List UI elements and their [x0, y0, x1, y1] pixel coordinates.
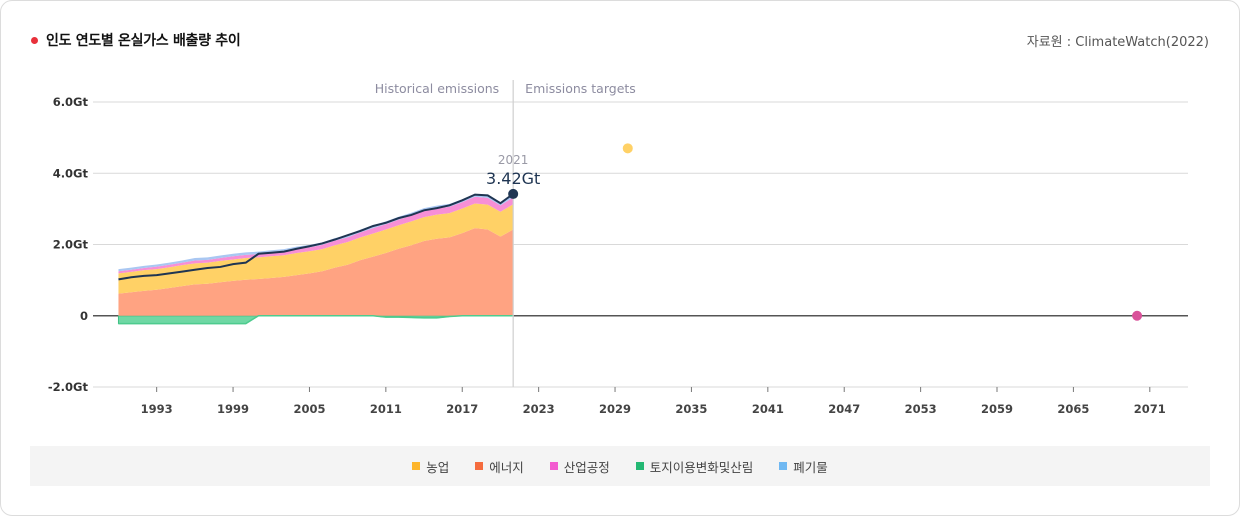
y-tick-label: 0: [80, 309, 88, 323]
legend-swatch-icon: [635, 462, 644, 470]
x-tick-label: 2059: [981, 402, 1013, 416]
legend-swatch-icon: [779, 462, 788, 470]
x-tick-label: 2035: [675, 402, 707, 416]
y-tick-label: 6.0Gt: [53, 95, 89, 109]
period-label-historical: Historical emissions: [375, 81, 499, 96]
legend-item-industrial[interactable]: 산업공정: [549, 457, 610, 476]
chart-title: 인도 연도별 온실가스 배출량 추이: [46, 33, 241, 49]
chart-header: 인도 연도별 온실가스 배출량 추이: [31, 30, 241, 50]
y-tick-label: 2.0Gt: [53, 238, 89, 252]
period-label-targets: Emissions targets: [525, 81, 636, 96]
total-emissions-line: [118, 193, 514, 281]
legend-label: 토지이용변화및산림: [649, 459, 754, 475]
y-tick-label: -2.0Gt: [48, 380, 89, 394]
legend-item-agriculture[interactable]: 농업: [412, 457, 449, 476]
target-point: [1132, 310, 1143, 321]
legend-swatch-icon: [549, 462, 558, 470]
legend-swatch-icon: [475, 462, 484, 470]
highlight-point: [508, 188, 519, 199]
series-area-agriculture: [118, 203, 514, 294]
series-line-landuse: [118, 315, 514, 325]
legend-label: 농업: [426, 459, 450, 475]
legend-item-landuse[interactable]: 토지이용변화및산림: [635, 457, 754, 476]
legend-swatch-icon: [412, 462, 421, 470]
series-area-energy: [118, 228, 514, 316]
x-tick-label: 1999: [217, 402, 249, 416]
chart-legend: 농업 에너지 산업공정 토지이용변화및산림 폐기물: [30, 446, 1210, 486]
series-area-industrial: [118, 196, 514, 274]
legend-label: 에너지: [489, 459, 524, 475]
x-tick-label: 2005: [293, 402, 325, 416]
x-tick-label: 2017: [446, 402, 478, 416]
x-tick-label: 2029: [599, 402, 631, 416]
x-tick-label: 1993: [141, 402, 173, 416]
y-tick-label: 4.0Gt: [53, 166, 89, 180]
highlight-year-label: 2021: [498, 153, 529, 167]
x-tick-label: 2071: [1134, 402, 1166, 416]
x-tick-label: 2065: [1057, 402, 1089, 416]
highlight-value-label: 3.42Gt: [486, 169, 540, 188]
x-tick-label: 2023: [523, 402, 555, 416]
title-bullet-icon: [31, 36, 38, 44]
x-tick-label: 2053: [905, 402, 937, 416]
legend-item-waste[interactable]: 폐기물: [779, 457, 828, 476]
legend-item-energy[interactable]: 에너지: [475, 457, 524, 476]
legend-label: 산업공정: [563, 459, 610, 475]
legend-label: 폐기물: [793, 459, 828, 475]
x-tick-label: 2011: [370, 402, 402, 416]
x-tick-label: 2041: [752, 402, 784, 416]
target-point: [622, 143, 633, 154]
source-label: 자료원 : ClimateWatch(2022): [1026, 35, 1209, 50]
x-tick-label: 2047: [828, 402, 860, 416]
